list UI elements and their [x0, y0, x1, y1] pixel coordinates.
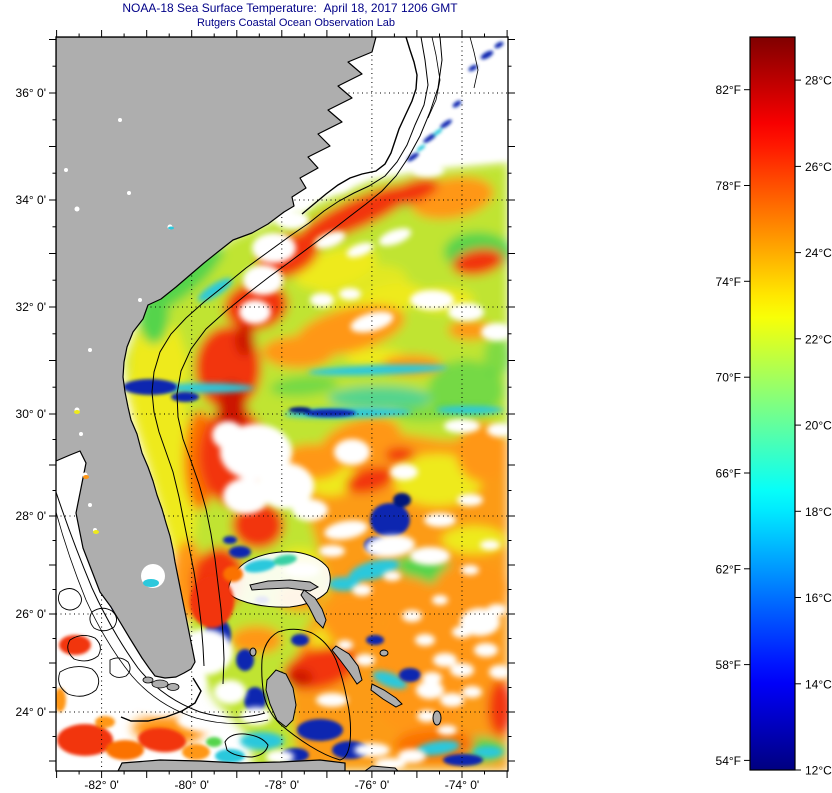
svg-text:70°F: 70°F [716, 371, 741, 385]
svg-text:18°C: 18°C [805, 505, 832, 519]
svg-text:-76° 0': -76° 0' [355, 778, 389, 792]
svg-text:22°C: 22°C [805, 332, 832, 346]
svg-text:74°F: 74°F [716, 275, 741, 289]
svg-text:24°C: 24°C [805, 246, 832, 260]
svg-text:24° 0': 24° 0' [16, 705, 46, 719]
svg-text:NOAA-18 Sea Surface Temperatur: NOAA-18 Sea Surface Temperature: April 1… [122, 1, 458, 15]
svg-text:-80° 0': -80° 0' [174, 778, 208, 792]
svg-text:14°C: 14°C [805, 677, 832, 691]
svg-text:Rutgers Coastal Ocean Observat: Rutgers Coastal Ocean Observation Lab [197, 17, 395, 29]
svg-text:82°F: 82°F [716, 83, 741, 97]
svg-text:28°C: 28°C [805, 74, 832, 88]
svg-text:30° 0': 30° 0' [16, 407, 46, 421]
svg-text:16°C: 16°C [805, 591, 832, 605]
svg-text:-82° 0': -82° 0' [84, 778, 118, 792]
svg-text:58°F: 58°F [716, 658, 741, 672]
svg-text:-78° 0': -78° 0' [265, 778, 299, 792]
svg-text:26° 0': 26° 0' [16, 607, 46, 621]
svg-text:32° 0': 32° 0' [16, 300, 46, 314]
svg-text:78°F: 78°F [716, 179, 741, 193]
svg-text:12°C: 12°C [805, 764, 832, 778]
svg-text:36° 0': 36° 0' [16, 86, 46, 100]
svg-text:28° 0': 28° 0' [16, 509, 46, 523]
svg-text:-74° 0': -74° 0' [445, 778, 479, 792]
svg-text:26°C: 26°C [805, 160, 832, 174]
svg-text:54°F: 54°F [716, 754, 741, 768]
svg-text:20°C: 20°C [805, 419, 832, 433]
svg-text:62°F: 62°F [716, 562, 741, 576]
svg-text:66°F: 66°F [716, 467, 741, 481]
svg-text:34° 0': 34° 0' [16, 193, 46, 207]
